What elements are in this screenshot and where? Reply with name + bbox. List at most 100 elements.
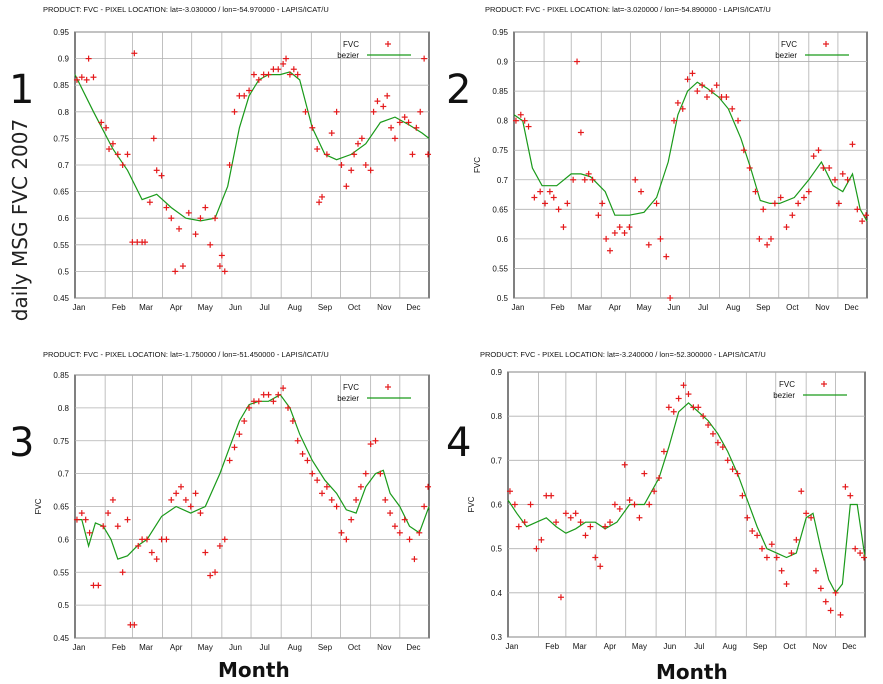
data-point — [705, 422, 712, 428]
data-point — [168, 496, 175, 503]
data-point — [553, 519, 560, 526]
data-point — [616, 505, 623, 512]
x-tick-label: Oct — [783, 642, 796, 651]
data-point — [657, 235, 664, 242]
x-tick-label: Nov — [377, 643, 391, 652]
x-tick-label: Jun — [663, 642, 676, 651]
data-point — [607, 519, 613, 526]
y-tick-label: 0.7 — [497, 176, 509, 185]
data-point — [382, 496, 389, 503]
plot-2: 0.5 0.55 0.6 0.65 0.7 0.75 0.8 0.85 0.9 0.95 Jan Fe… — [473, 28, 870, 312]
data-point — [572, 510, 579, 517]
legend-label-fvc: FVC — [343, 383, 359, 392]
data-point — [405, 119, 412, 126]
panel-4-number: 4 — [446, 420, 472, 466]
data-point — [250, 71, 257, 78]
data-point — [314, 477, 321, 484]
x-tick-label: May — [632, 642, 647, 651]
y-tick-label: 0.7 — [491, 456, 503, 465]
data-point — [599, 200, 606, 207]
data-point — [808, 514, 815, 521]
data-point — [852, 545, 859, 552]
data-point — [815, 147, 822, 154]
y-tick-label: 0.5 — [58, 601, 70, 610]
data-point — [831, 176, 838, 183]
x-tick-label: Jul — [698, 303, 708, 312]
data-point — [521, 117, 528, 124]
data-point — [667, 295, 674, 301]
data-point — [859, 218, 866, 225]
data-point — [632, 176, 639, 183]
data-point — [533, 545, 540, 552]
data-point — [562, 510, 569, 517]
plot-frame — [513, 31, 868, 299]
data-point — [290, 66, 297, 73]
x-tick-label: Oct — [348, 643, 361, 652]
data-point — [574, 58, 581, 65]
data-point — [636, 514, 643, 521]
data-point — [674, 99, 681, 106]
data-point — [626, 224, 633, 231]
data-point — [388, 124, 395, 131]
data-point — [409, 151, 416, 158]
legend-label-bezier: bezier — [775, 51, 797, 60]
y-tick-label: 0.6 — [491, 501, 503, 510]
data-point — [538, 536, 545, 543]
data-point — [236, 431, 243, 438]
panel-4-title: PRODUCT: FVC - PIXEL LOCATION: lat=-3.24… — [480, 350, 766, 359]
data-point — [847, 492, 854, 499]
data-point — [671, 117, 678, 124]
y-tick-label: 0.95 — [53, 28, 69, 37]
x-tick-label: Feb — [112, 643, 126, 652]
data-point — [124, 516, 131, 523]
y-tick-label: 0.65 — [53, 188, 69, 197]
data-point — [370, 108, 377, 115]
x-tick-label: Dec — [406, 643, 420, 652]
y-tick-label: 0.8 — [497, 117, 509, 126]
y-tick-label: 0.55 — [53, 241, 69, 250]
data-point — [861, 554, 868, 561]
data-point — [767, 235, 774, 242]
x-tick-label: May — [198, 643, 213, 652]
data-point — [338, 529, 345, 536]
data-point — [740, 147, 747, 154]
data-point — [73, 76, 80, 83]
data-point — [783, 224, 790, 231]
data-point — [314, 146, 321, 153]
x-tick-label: Feb — [112, 303, 126, 312]
data-point — [396, 119, 403, 126]
data-point — [353, 496, 360, 503]
y-tick-label: 0.45 — [53, 294, 69, 303]
x-tick-label: Jul — [694, 642, 704, 651]
legend-marker-fvc — [823, 41, 829, 47]
data-point — [192, 490, 199, 497]
data-point — [218, 252, 225, 259]
data-point — [221, 536, 228, 543]
x-tick-label: Jul — [260, 303, 270, 312]
panel-3-xlabel: Month — [218, 658, 290, 682]
x-tick-label: Mar — [139, 643, 153, 652]
data-point — [795, 200, 802, 207]
data-point — [827, 607, 834, 614]
data-point — [179, 263, 186, 270]
data-point — [319, 193, 326, 200]
data-point — [168, 215, 175, 222]
data-point — [270, 398, 277, 405]
data-point — [153, 556, 160, 563]
data-point — [421, 503, 428, 510]
data-point — [616, 224, 623, 231]
data-point — [700, 413, 707, 420]
x-tick-label: Jan — [506, 642, 519, 651]
data-point — [284, 404, 291, 411]
data-point — [401, 114, 408, 121]
data-point — [216, 542, 223, 549]
data-point — [844, 176, 851, 183]
data-point — [798, 488, 805, 495]
data-point — [131, 621, 138, 628]
data-point — [778, 567, 785, 574]
data-point — [752, 188, 759, 195]
y-tick-label: 0.3 — [491, 633, 503, 642]
data-point — [153, 167, 160, 174]
data-point — [265, 391, 272, 398]
